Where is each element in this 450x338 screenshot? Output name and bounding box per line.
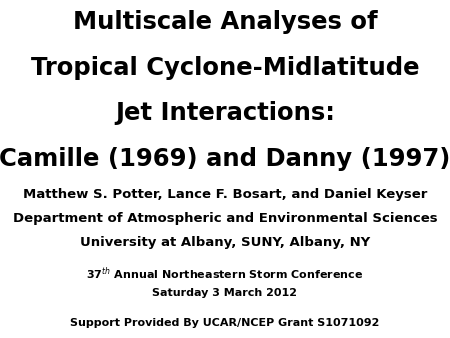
Text: Saturday 3 March 2012: Saturday 3 March 2012 [153, 288, 297, 298]
Text: Camille (1969) and Danny (1997): Camille (1969) and Danny (1997) [0, 147, 450, 171]
Text: Matthew S. Potter, Lance F. Bosart, and Daniel Keyser: Matthew S. Potter, Lance F. Bosart, and … [23, 188, 427, 200]
Text: Jet Interactions:: Jet Interactions: [115, 101, 335, 125]
Text: Department of Atmospheric and Environmental Sciences: Department of Atmospheric and Environmen… [13, 212, 437, 225]
Text: University at Albany, SUNY, Albany, NY: University at Albany, SUNY, Albany, NY [80, 236, 370, 249]
Text: Tropical Cyclone-Midlatitude: Tropical Cyclone-Midlatitude [31, 56, 419, 80]
Text: Multiscale Analyses of: Multiscale Analyses of [73, 10, 377, 34]
Text: Support Provided By UCAR/NCEP Grant S1071092: Support Provided By UCAR/NCEP Grant S107… [70, 318, 380, 328]
Text: 37$^{th}$ Annual Northeastern Storm Conference: 37$^{th}$ Annual Northeastern Storm Conf… [86, 265, 364, 282]
